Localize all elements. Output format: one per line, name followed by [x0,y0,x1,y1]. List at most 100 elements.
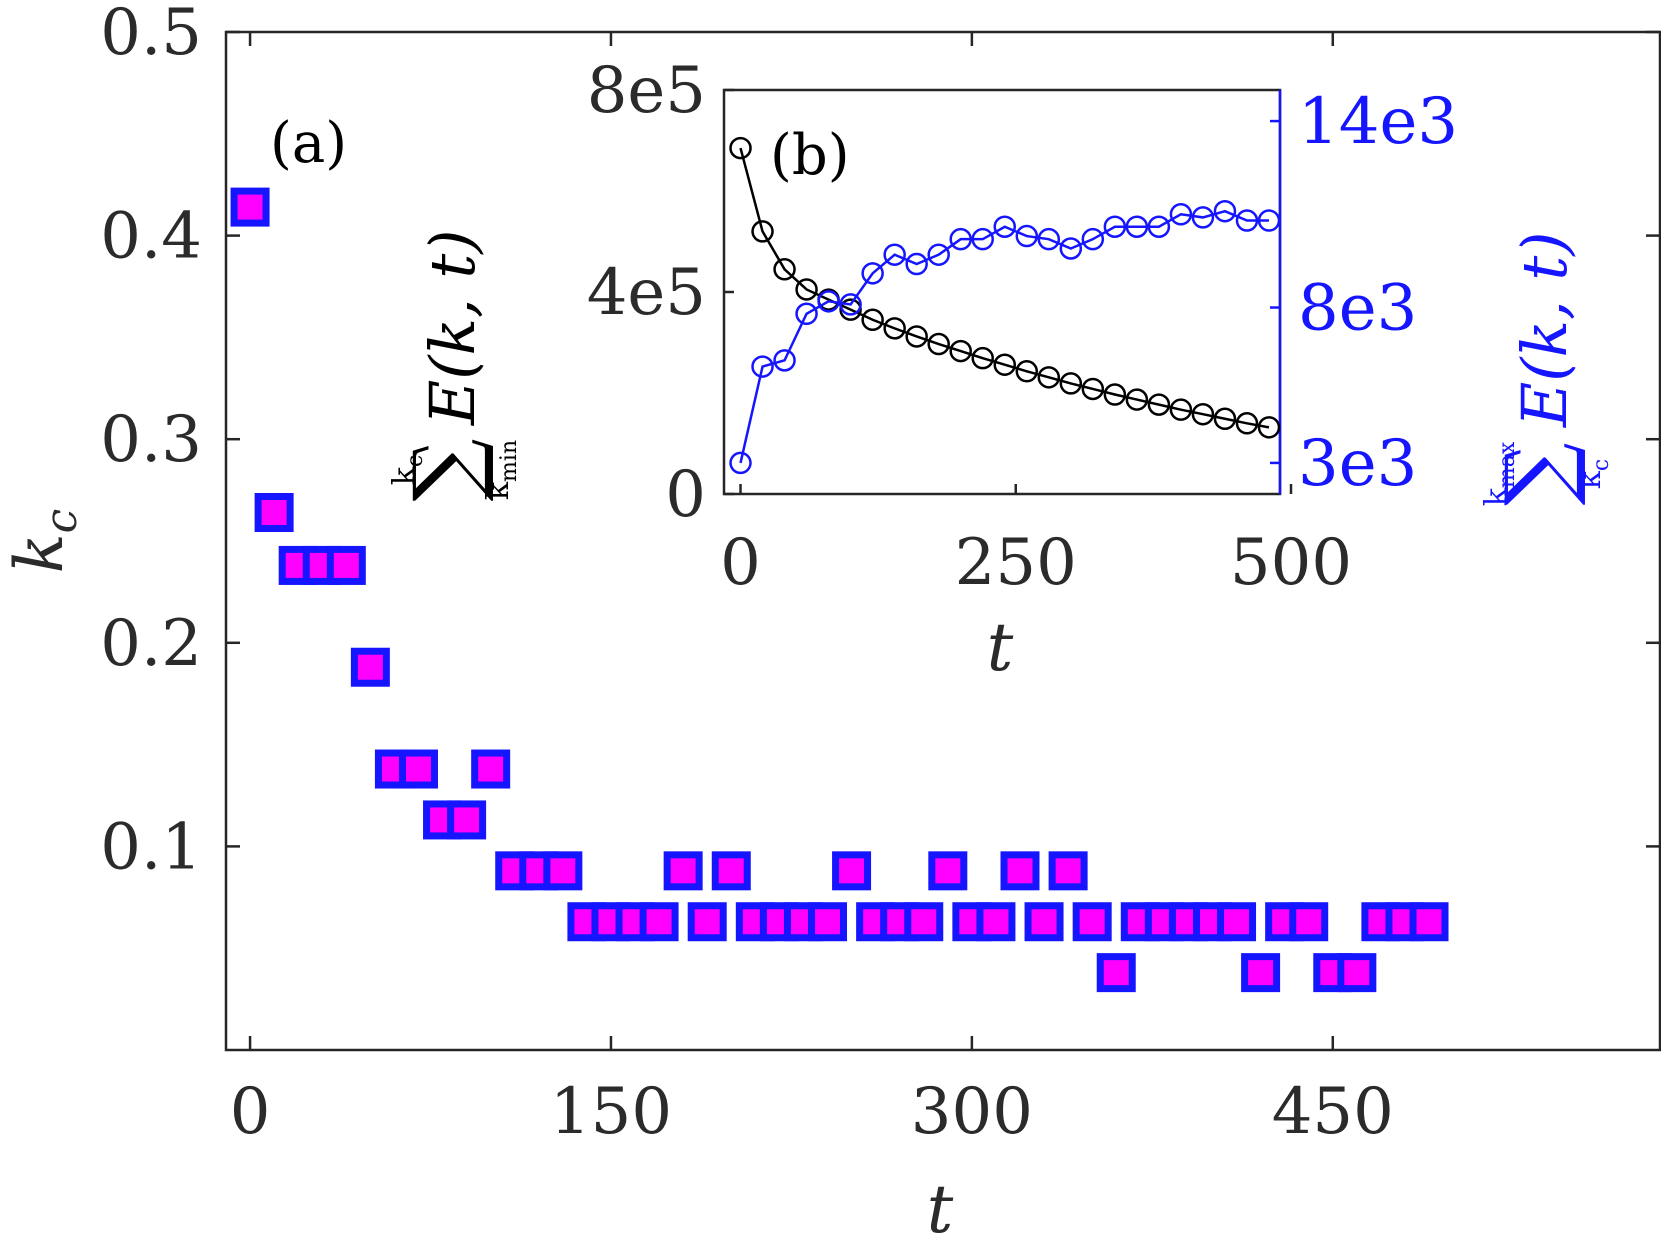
panel-a-x-tick-label: 450 [1272,1075,1394,1149]
panel-b-series-1-point [971,227,994,251]
panel-a-point [808,902,848,942]
panel-b-series-0-point [1015,360,1039,383]
panel-a-point [1337,953,1377,993]
panel-b-series-0-point [729,136,752,160]
panel-b-right-y-tick-label: 3e3 [1298,427,1417,501]
panel-a-x-tick-label: 300 [911,1075,1033,1149]
panel-a-point [254,492,294,532]
panel-a-label: (a) [270,111,347,176]
panel-a-y-tick-label: 0.5 [100,0,202,70]
panel-b-series-1-point [1037,227,1061,251]
panel-b-right-y-tick-label: 8e3 [1298,272,1417,346]
svg-text:kc: kc [1573,459,1614,490]
panel-b-series-0-point [1081,377,1105,401]
panel-a-point [398,749,438,789]
panel-b-right-y-tick-label: 14e3 [1298,85,1458,159]
panel-a-point [1048,851,1088,891]
panel-a-point [904,902,944,942]
panel-b-series-1-point [905,252,928,276]
panel-b-series-0-point [751,220,774,243]
panel-b-series-1-point [993,215,1017,238]
svg-text:E(k, t): E(k, t) [1508,231,1581,428]
panel-a-y-tick-label: 0.2 [100,607,202,681]
panel-b-series-line-1 [739,209,1269,464]
panel-b-series-0-point [993,353,1017,376]
panel-a-y-tick-label: 0.1 [100,810,202,884]
panel-b-series-1-point [1059,237,1083,260]
panel-b-series-0-point [1235,412,1259,435]
panel-a-point [1289,902,1329,942]
panel-a-point [976,902,1016,942]
panel-b-series-1-point [1147,215,1171,238]
panel-a-markers [230,187,1449,993]
panel-b-series-1-point [1213,199,1237,223]
panel-a-point [1241,953,1281,993]
panel-a-point [1000,851,1040,891]
panel-b-series-line-0 [739,147,1270,429]
panel-a-y-axis-label-k: k [1,533,78,573]
panel-b-series-0-point [1059,372,1083,395]
panel-b-x-tick-label: 250 [955,526,1077,600]
panel-b-series-1-point [1015,224,1039,248]
panel-a-point [711,851,751,891]
panel-b-series-0-point [949,339,972,363]
panel-b-series-0-point [1213,407,1237,431]
panel-a-point [230,187,270,227]
panel-b-left-y-tick-label: 8e5 [587,54,706,128]
panel-a-point [471,749,511,789]
panel-b-series-0-point [1169,398,1193,421]
panel-a-point [1217,902,1257,942]
panel-b-series-1-point [1235,209,1259,232]
svg-text:E(k, t): E(k, t) [416,229,489,426]
panel-b-series-0-point [1037,366,1061,389]
panel-b-series-0-point [971,346,994,370]
panel-a-point [663,851,703,891]
panel-b-series-0-point [795,278,818,301]
panel-a-point [447,800,487,840]
panel-b-series-1-point [773,349,796,372]
panel-b-series-1-point [883,243,906,266]
panel-b-series-0-point [1125,388,1149,411]
panel-b-series-0-point [839,298,862,321]
panel-a-point [1096,953,1136,993]
panel-a-x-axis-label: t [927,1171,954,1242]
panel-b-series-0-point [1191,402,1215,426]
panel-b-x-tick-label: 500 [1230,526,1352,600]
panel-a-point [326,545,366,585]
panel-a-y-tick-label: 0.3 [100,403,202,477]
panel-b-series-1-point [1081,227,1105,251]
panel-b-left-y-tick-label: 4e5 [587,256,706,330]
panel-a-point [543,851,583,891]
panel-b-series-0-point [905,325,928,348]
panel-a-point [1409,902,1449,942]
panel-a-point [1072,902,1112,942]
panel-b-ticks [724,88,1293,496]
panel-b-right-y-axis-label: kmax ∑ kc E(k, t) [1479,231,1614,506]
panel-b-series-0-point [1147,393,1171,416]
panel-a-tick-labels: 0 150 300 450 0.1 0.2 0.3 0.4 0.5 [100,0,1394,1149]
panel-b-x-tick-label: 0 [720,526,761,600]
panel-a-x-tick-label: 150 [550,1075,672,1149]
panel-a-point [687,902,727,942]
svg-text:kc: kc [387,455,428,486]
panel-b-series-1-point [795,302,818,326]
panel-b-left-y-axis-label: kc ∑ kmin E(k, t) [387,229,522,501]
panel-a-x-tick-label: 0 [230,1075,271,1149]
panel-b-series-1-point [1257,209,1281,232]
panel-b-series-0-point [1257,416,1281,439]
panel-b-series-1-point [1103,215,1127,238]
panel-b-series-1-point [949,227,972,251]
panel-b-series-1-point [839,293,862,316]
panel-b-series-0-point [927,332,950,356]
panel-b-left-y-tick-label: 0 [665,458,706,532]
panel-b-x-axis-label: t [987,609,1014,686]
panel-b-right-sum-symbol: ∑ [1486,443,1589,506]
panel-a-ticks [226,30,1660,1050]
panel-b-series-1-point [751,355,774,378]
panel-b-series-0-point [861,308,884,332]
panel-b-series [729,136,1281,475]
panel-a-y-tick-label: 0.4 [100,200,202,274]
panel-b-series-1-point [1125,215,1149,238]
svg-text:kmin: kmin [481,440,522,500]
